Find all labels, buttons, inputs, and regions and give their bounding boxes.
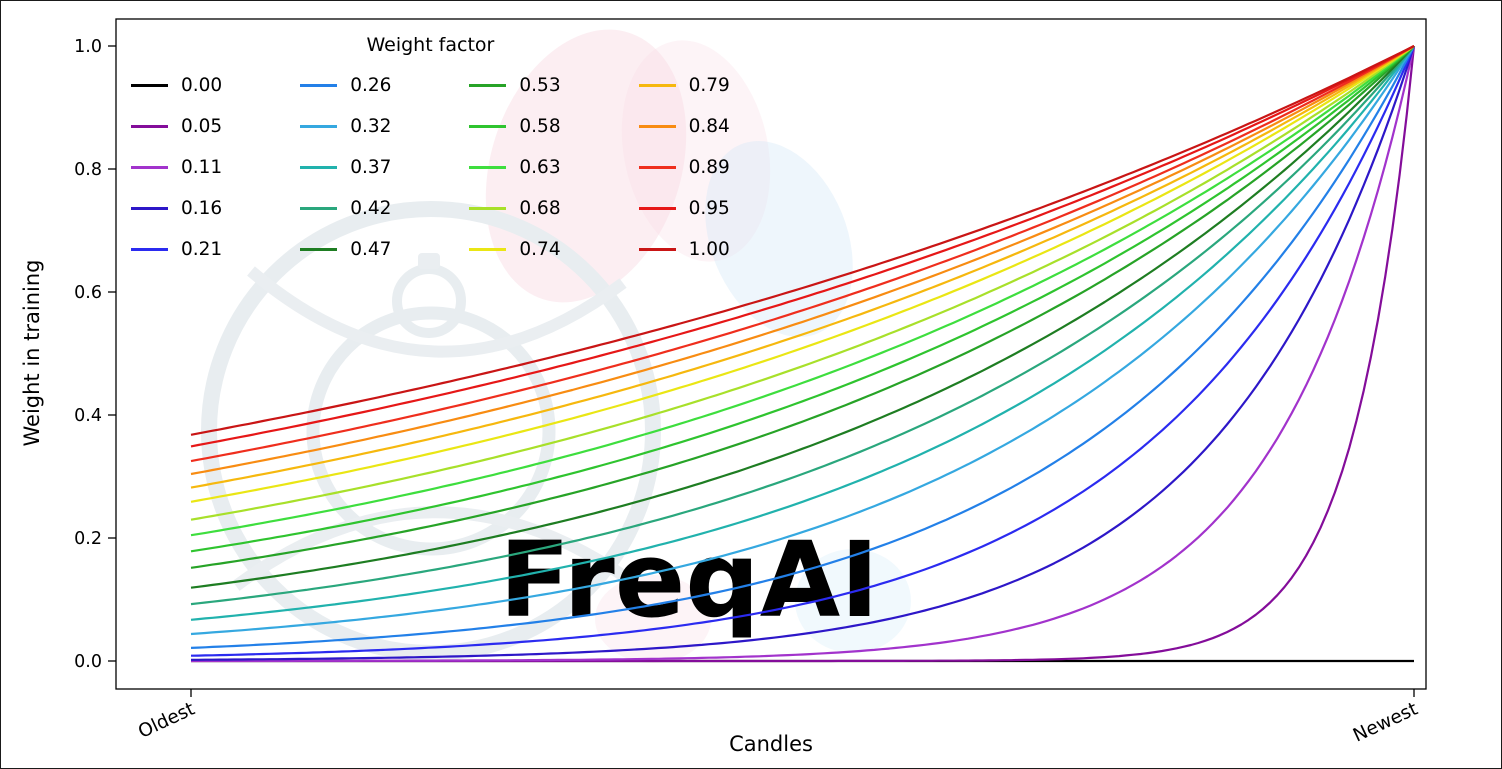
legend-swatch [638, 207, 676, 210]
legend-label: 0.84 [688, 116, 730, 137]
curve-0.79 [190, 45, 1415, 489]
curve-0.74 [190, 45, 1415, 503]
y-tick-label: 0.2 [74, 529, 102, 549]
y-tick-label: 0.6 [74, 283, 102, 303]
legend-label: 0.00 [181, 75, 223, 96]
legend-label: 0.58 [519, 116, 561, 137]
legend-item: 0.68 [469, 198, 561, 219]
legend-label: 0.11 [181, 157, 223, 178]
legend-item: 0.53 [469, 75, 561, 96]
legend-swatch [638, 248, 676, 251]
legend-item: 0.37 [300, 157, 391, 178]
legend-item: 0.42 [300, 198, 391, 219]
legend-item: 0.95 [638, 198, 730, 219]
legend-label: 0.05 [181, 116, 223, 137]
curve-0.53 [190, 45, 1415, 569]
legend-label: 0.42 [350, 198, 392, 219]
legend-label: 0.16 [181, 198, 223, 219]
watermark: FreqAI [201, 29, 911, 663]
legend-swatch [469, 166, 507, 169]
legend-swatch [638, 166, 676, 169]
curve-0.95 [190, 45, 1415, 448]
legend-label: 0.32 [350, 116, 392, 137]
legend-item: 0.63 [469, 157, 561, 178]
y-tick-label: 0.0 [74, 652, 102, 672]
curve-0.47 [190, 45, 1415, 589]
legend-item: 0.89 [638, 157, 730, 178]
legend-item: 0.58 [469, 116, 561, 137]
legend-item: 0.16 [131, 198, 222, 219]
curve-0.16 [191, 45, 1416, 661]
legend-label: 0.63 [519, 157, 561, 178]
legend-swatch [131, 166, 168, 169]
legend-swatch [300, 248, 338, 251]
legend-swatch [300, 207, 338, 210]
curve-0.37 [190, 45, 1415, 621]
legend-swatch [469, 248, 507, 251]
curve-0.11 [191, 45, 1416, 662]
x-axis-title: Candles [729, 732, 813, 756]
legend-item: 0.00 [131, 75, 222, 96]
legend-grid: 0.00 0.05 0.11 0.16 0.21 0.26 0.32 0.37 0.42 0.47… [131, 65, 730, 270]
legend-item: 0.11 [131, 157, 222, 178]
legend-item: 0.84 [638, 116, 730, 137]
legend-swatch [469, 207, 507, 210]
legend-swatch [638, 84, 676, 87]
curve-0.89 [190, 45, 1415, 463]
watermark-text: FreqAI [499, 519, 879, 641]
legend-swatch [300, 166, 338, 169]
legend-item: 0.32 [300, 116, 391, 137]
curve-0.32 [190, 45, 1415, 636]
curve-0.58 [190, 45, 1415, 553]
legend-item: 1.00 [638, 239, 730, 260]
legend-swatch [131, 125, 168, 128]
legend-label: 0.21 [181, 239, 223, 260]
legend-item: 0.47 [300, 239, 391, 260]
curve-1.00 [190, 45, 1415, 436]
y-axis-title: Weight in training [20, 259, 44, 447]
legend-swatch [469, 84, 507, 87]
curve-0.84 [190, 45, 1415, 476]
legend-item: 0.21 [131, 239, 222, 260]
curve-0.63 [190, 45, 1415, 537]
curve-0.26 [190, 45, 1415, 649]
legend-swatch [469, 125, 507, 128]
curve-0.42 [190, 45, 1415, 606]
legend-swatch [131, 248, 168, 251]
legend-label: 0.89 [688, 157, 730, 178]
legend: Weight factor 0.00 0.05 0.11 0.16 0.21 0.26 0.… [131, 34, 730, 270]
curve-0.68 [190, 45, 1415, 521]
y-tick-label: 1.0 [74, 37, 102, 57]
legend-item: 0.26 [300, 75, 391, 96]
legend-label: 0.53 [519, 75, 561, 96]
curve-0.21 [190, 45, 1416, 657]
legend-swatch [300, 125, 338, 128]
legend-item: 0.79 [638, 75, 730, 96]
legend-label: 0.68 [519, 198, 561, 219]
y-tick-label: 0.8 [74, 160, 102, 180]
axes-frame [115, 18, 1427, 690]
legend-item: 0.05 [131, 116, 222, 137]
legend-label: 0.37 [350, 157, 392, 178]
y-tick-label: 0.4 [74, 406, 102, 426]
legend-swatch [131, 84, 168, 87]
legend-label: 0.26 [350, 75, 392, 96]
legend-label: 0.47 [350, 239, 392, 260]
legend-label: 1.00 [688, 239, 730, 260]
legend-swatch [638, 125, 676, 128]
legend-swatch [131, 207, 168, 210]
legend-label: 0.74 [519, 239, 561, 260]
legend-swatch [300, 84, 338, 87]
legend-label: 0.79 [688, 75, 730, 96]
legend-item: 0.74 [469, 239, 561, 260]
legend-title: Weight factor [366, 34, 495, 56]
legend-label: 0.95 [688, 198, 730, 219]
